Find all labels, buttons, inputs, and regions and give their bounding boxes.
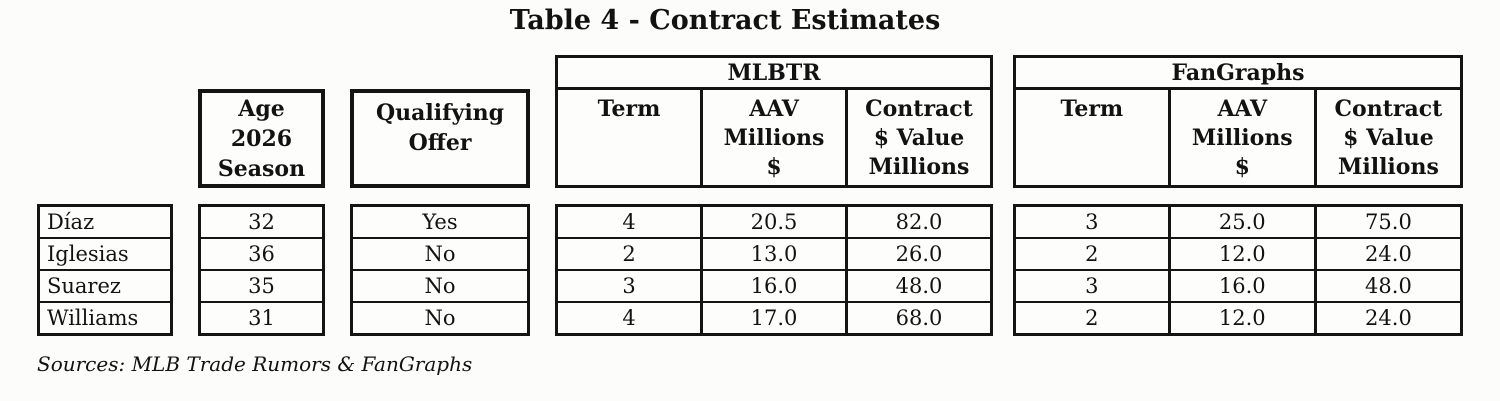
fangraphs-term-cell: 3 xyxy=(1085,210,1099,234)
fangraphs-header: FanGraphs Term AAV Millions $ Contract $… xyxy=(1013,55,1463,188)
qualifying-offer-data: Yes No No No xyxy=(350,204,530,336)
mlbtr-value-cell: 26.0 xyxy=(845,239,990,269)
qualifying-header-line2: Offer xyxy=(408,130,472,156)
player-name-cell: Williams xyxy=(40,301,170,333)
qualifying-offer-cell: No xyxy=(353,269,527,301)
mlbtr-value-cell: 82.0 xyxy=(845,207,990,237)
mlbtr-term-cell: 4 xyxy=(622,210,636,234)
fangraphs-value-cell: 48.0 xyxy=(1313,271,1460,301)
mlbtr-term-cell: 2 xyxy=(622,242,636,266)
fangraphs-term-cell: 2 xyxy=(1085,306,1099,330)
fangraphs-group-title: FanGraphs xyxy=(1016,58,1460,90)
fangraphs-term-cell: 2 xyxy=(1085,242,1099,266)
fangraphs-data-grid: 3 25.0 75.0 2 12.0 24.0 3 16.0 48.0 2 12… xyxy=(1013,204,1463,336)
qualifying-header-line1: Qualifying xyxy=(375,100,505,126)
mlbtr-term-cell: 4 xyxy=(622,306,636,330)
fangraphs-value-cell: 75.0 xyxy=(1313,207,1460,237)
table-row: 4 17.0 68.0 xyxy=(558,301,990,333)
player-name-cell: Iglesias xyxy=(40,237,170,269)
age-column-data: 32 36 35 31 xyxy=(198,204,325,336)
table-row: 4 20.5 82.0 xyxy=(558,207,990,237)
mlbtr-data-grid: 4 20.5 82.0 2 13.0 26.0 3 16.0 48.0 4 17… xyxy=(555,204,993,336)
age-column-header: Age 2026 Season xyxy=(198,89,325,188)
fangraphs-subheaders: Term AAV Millions $ Contract $ Value Mil… xyxy=(1016,90,1460,185)
fangraphs-aav-cell: 16.0 xyxy=(1167,271,1314,301)
mlbtr-aav-cell: 13.0 xyxy=(700,239,845,269)
mlbtr-group-title: MLBTR xyxy=(558,58,990,90)
mlbtr-header: MLBTR Term AAV Millions $ Contract $ Val… xyxy=(555,55,993,188)
fangraphs-term-cell: 3 xyxy=(1085,274,1099,298)
qualifying-offer-header: Qualifying Offer xyxy=(350,89,530,188)
table-title: Table 4 - Contract Estimates xyxy=(509,5,941,36)
mlbtr-aav-cell: 17.0 xyxy=(700,303,845,333)
mlbtr-aav-cell: 20.5 xyxy=(700,207,845,237)
age-cell: 36 xyxy=(201,237,322,269)
table-row: 3 25.0 75.0 xyxy=(1016,207,1460,237)
mlbtr-term-header: Term xyxy=(597,96,661,122)
age-cell: 35 xyxy=(201,269,322,301)
fangraphs-aav-cell: 12.0 xyxy=(1167,239,1314,269)
table-row: 3 16.0 48.0 xyxy=(1016,269,1460,301)
table-row: 2 12.0 24.0 xyxy=(1016,301,1460,333)
age-cell: 31 xyxy=(201,301,322,333)
table-row: 2 12.0 24.0 xyxy=(1016,237,1460,269)
player-name-cell: Díaz xyxy=(47,210,95,234)
fangraphs-term-header: Term xyxy=(1060,96,1124,122)
mlbtr-aav-cell: 16.0 xyxy=(700,271,845,301)
mlbtr-value-cell: 68.0 xyxy=(845,303,990,333)
mlbtr-subheaders: Term AAV Millions $ Contract $ Value Mil… xyxy=(558,90,990,185)
fangraphs-value-cell: 24.0 xyxy=(1313,303,1460,333)
mlbtr-contract-header: Contract $ Value Millions xyxy=(845,90,990,185)
mlbtr-aav-header: AAV Millions $ xyxy=(700,90,845,185)
mlbtr-term-cell: 3 xyxy=(622,274,636,298)
fangraphs-contract-header: Contract $ Value Millions xyxy=(1313,90,1460,185)
table-row: 3 16.0 48.0 xyxy=(558,269,990,301)
fangraphs-value-cell: 24.0 xyxy=(1313,239,1460,269)
age-header-line1: Age xyxy=(238,95,285,122)
player-names-column: Díaz Iglesias Suarez Williams xyxy=(37,204,173,336)
table-row: 2 13.0 26.0 xyxy=(558,237,990,269)
qualifying-offer-cell: No xyxy=(353,237,527,269)
age-cell: 32 xyxy=(248,210,275,234)
fangraphs-aav-cell: 25.0 xyxy=(1167,207,1314,237)
age-header-line3: Season xyxy=(217,155,306,182)
player-name-cell: Suarez xyxy=(40,269,170,301)
fangraphs-aav-cell: 12.0 xyxy=(1167,303,1314,333)
age-header-line2: 2026 xyxy=(230,125,293,152)
qualifying-offer-cell: Yes xyxy=(422,210,458,234)
qualifying-offer-cell: No xyxy=(353,301,527,333)
fangraphs-aav-header: AAV Millions $ xyxy=(1167,90,1314,185)
source-note: Sources: MLB Trade Rumors & FanGraphs xyxy=(37,352,473,376)
mlbtr-value-cell: 48.0 xyxy=(845,271,990,301)
